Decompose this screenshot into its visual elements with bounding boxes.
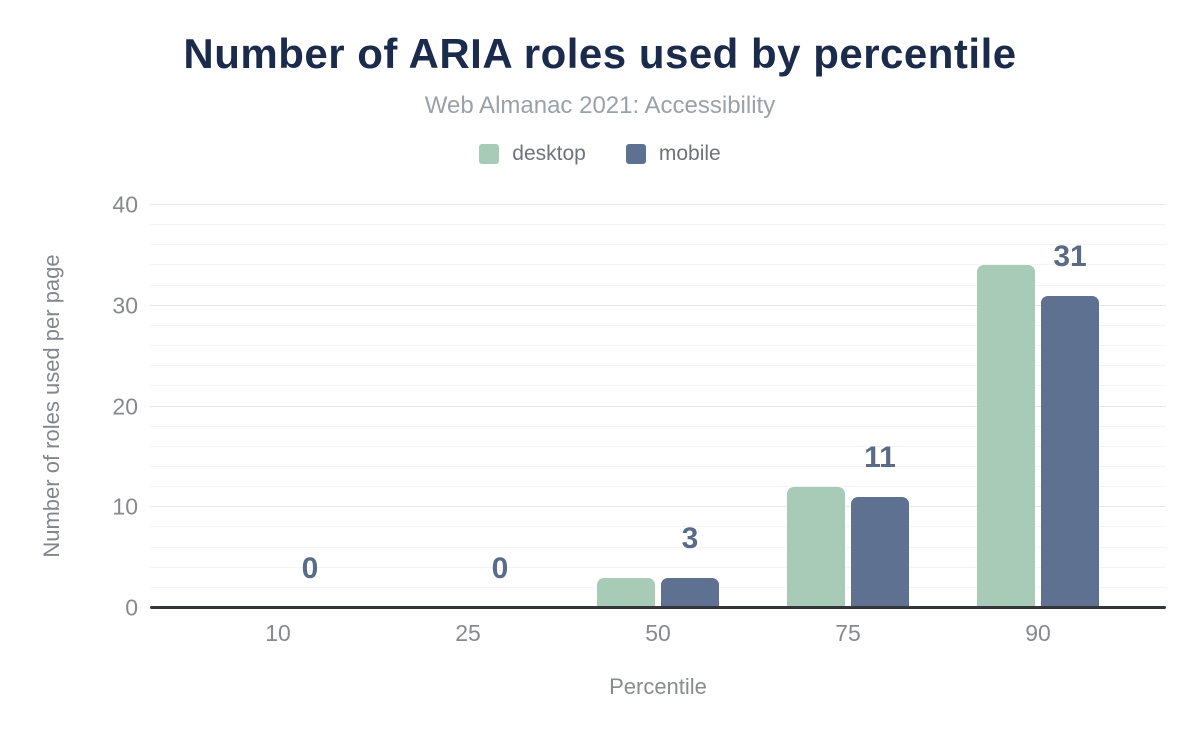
bar-desktop-p50[interactable] <box>597 577 655 608</box>
legend-item-mobile[interactable]: mobile <box>625 142 721 166</box>
category-band-50: 3 <box>563 205 753 608</box>
y-tick-label: 0 <box>125 594 138 621</box>
legend-label-mobile: mobile <box>658 142 721 165</box>
x-tick-label-10: 10 <box>265 620 291 646</box>
bar-pair <box>943 205 1133 608</box>
category-band-75: 11 <box>753 205 943 608</box>
data-label-p25: 0 <box>491 552 509 585</box>
mobile-swatch <box>625 144 646 164</box>
bands: 0 0 3 11 31 <box>183 205 1133 608</box>
chart-subtitle: Web Almanac 2021: Accessibility <box>424 92 776 119</box>
major-gridline <box>150 204 1166 205</box>
bar-mobile-p50[interactable] <box>661 577 719 608</box>
data-label-p90: 31 <box>1053 239 1087 273</box>
minor-gridline <box>150 345 1166 347</box>
major-gridline <box>150 304 1166 306</box>
minor-gridline <box>150 526 1166 528</box>
minor-gridline <box>150 425 1166 427</box>
x-tick-label-50: 50 <box>645 620 671 646</box>
minor-gridline <box>150 546 1166 548</box>
legend: desktop mobile <box>0 142 1200 166</box>
x-axis-title: Percentile <box>609 674 707 699</box>
minor-gridline <box>150 224 1166 226</box>
minor-gridline <box>150 465 1166 467</box>
data-label-p10: 0 <box>301 552 319 585</box>
major-gridline <box>150 506 1166 508</box>
minor-gridline <box>150 244 1166 246</box>
bar-mobile-p75[interactable] <box>851 497 909 608</box>
category-band-10: 0 <box>183 205 373 608</box>
y-tick-label: 30 <box>112 292 138 319</box>
category-band-25: 0 <box>373 205 563 608</box>
x-tick-label-75: 75 <box>835 620 861 646</box>
chart-title: Number of ARIA roles used by percentile <box>183 30 1017 77</box>
minor-gridline <box>150 586 1166 588</box>
legend-label-desktop: desktop <box>512 142 586 165</box>
bar-mobile-p90[interactable] <box>1041 295 1099 608</box>
y-tick-label: 40 <box>112 191 138 218</box>
minor-gridline <box>150 486 1166 488</box>
minor-gridline <box>150 445 1166 447</box>
major-gridline <box>150 405 1166 407</box>
minor-gridline <box>150 264 1166 266</box>
y-axis-ticks: 0 10 20 30 40 <box>0 193 138 619</box>
minor-gridline <box>150 324 1166 326</box>
minor-gridline <box>150 284 1166 286</box>
desktop-swatch <box>479 144 500 164</box>
x-axis-ticks: 10 25 50 75 90 <box>183 620 1133 647</box>
bar-desktop-p90[interactable] <box>977 265 1035 608</box>
x-tick-label-90: 90 <box>1025 620 1051 646</box>
category-band-90: 31 <box>943 205 1133 608</box>
data-label-p75: 11 <box>864 441 896 475</box>
minor-gridline <box>150 365 1166 367</box>
minor-gridline <box>150 385 1166 387</box>
x-tick-label-25: 25 <box>455 620 481 646</box>
bar-pair <box>563 205 753 608</box>
plot-area: 0 0 3 11 31 <box>150 204 1166 608</box>
bar-pair <box>183 205 373 608</box>
y-tick-label: 10 <box>112 493 138 520</box>
bar-desktop-p75[interactable] <box>787 487 845 608</box>
minor-gridline <box>150 566 1166 568</box>
x-axis-line <box>150 606 1166 609</box>
y-tick-label: 20 <box>112 393 138 419</box>
legend-item-desktop[interactable]: desktop <box>479 142 586 166</box>
bar-pair <box>753 205 943 608</box>
data-label-p50: 3 <box>681 521 699 555</box>
bar-pair <box>373 205 563 608</box>
